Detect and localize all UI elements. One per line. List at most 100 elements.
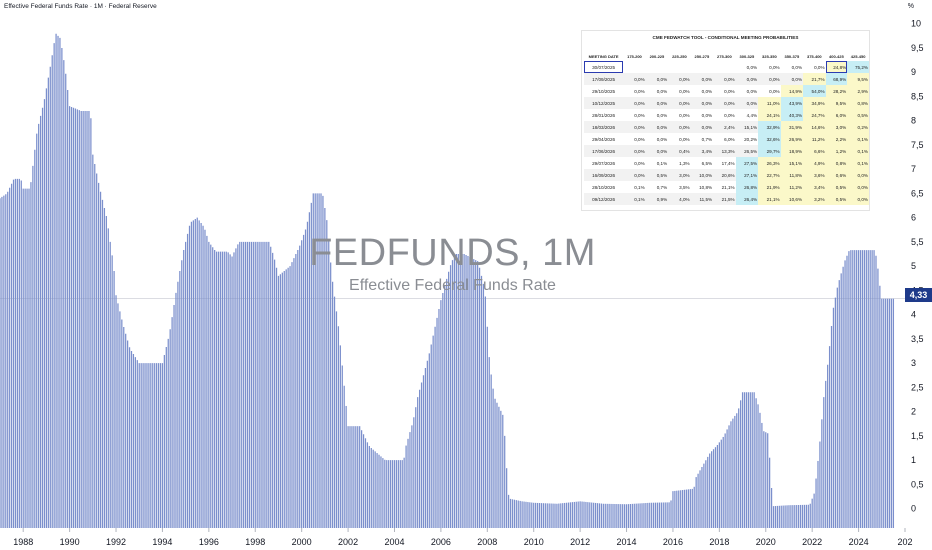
probability-cell: 11,5% [690, 193, 714, 205]
meeting-date-cell: 29/10/2025 [592, 88, 616, 94]
probability-cell: 18,9% [780, 145, 804, 157]
probability-cell: 0,0% [701, 88, 713, 94]
probability-cell: 0,0% [679, 112, 690, 118]
probability-cell: 0,0% [623, 145, 646, 157]
x-tick-label: 1990 [60, 537, 80, 547]
probability-cell: 11,0% [758, 97, 781, 109]
y-axis-unit: % [907, 3, 914, 10]
column-header-rate-range: 200-225 [649, 53, 665, 59]
probability-cell: 26,4% [735, 193, 759, 205]
probability-cell: 10,8% [699, 184, 713, 190]
probability-cell: 40,3% [780, 109, 804, 121]
table-row: 30/07/2025 0,0% 0,0% 0,0% 0,0% 24,8% 75,2% [584, 61, 869, 73]
table-row: 29/10/2025 0,0% 0,0% 0,0% 0,0% 0,0% 0,0% 0,0% 14… [584, 85, 869, 97]
probability-cell: 0,1% [656, 160, 668, 166]
probability-cell: 0,5% [825, 193, 848, 205]
meeting-date-cell: 16/09/2026 [584, 169, 624, 181]
probability-cell: 0,0% [814, 64, 825, 70]
probability-cell: 32,6% [758, 133, 781, 145]
probability-cell: 0,0% [623, 97, 646, 109]
y-tick-label: 5,5 [911, 237, 924, 247]
probability-cell: 29,7% [758, 145, 781, 157]
probability-cell [646, 61, 668, 73]
column-header-rate-range: 175-200 [627, 53, 642, 59]
y-tick-label: 8 [911, 116, 916, 126]
probability-cell: 75,2% [847, 61, 869, 73]
y-tick-label: 8,5 [911, 91, 924, 101]
meeting-date-cell: 17/09/2025 [584, 73, 624, 85]
probability-cell [668, 61, 690, 73]
column-header-rate-range: 250-275 [694, 53, 710, 59]
y-tick-label: 7,5 [911, 140, 924, 150]
column-header-rate-range: 400-425 [829, 53, 844, 59]
probability-cell: 0,0% [713, 73, 736, 85]
probability-cell [713, 61, 735, 73]
probability-cell: 1,2% [825, 145, 848, 157]
probability-cell: 28,2% [825, 85, 848, 97]
probability-cell: 34,9% [803, 97, 826, 109]
column-header-rate-range: 425-450 [850, 53, 866, 59]
probability-cell: 0,0% [746, 88, 758, 94]
probability-cell: 43,9% [780, 97, 804, 109]
chart-header-title: Effective Federal Funds Rate · 1M · Fede… [4, 3, 157, 10]
probability-cell: 0,0% [623, 73, 646, 85]
probability-cell: 0,0% [668, 73, 691, 85]
last-value-price-tag[interactable]: 4,33 [905, 288, 932, 302]
x-tick-label: 1988 [13, 537, 33, 547]
probability-cell: 9,5% [847, 73, 869, 85]
column-header-rate-range: 225-250 [672, 53, 687, 59]
probability-cell: 21,9% [758, 181, 781, 193]
y-tick-label: 6,5 [911, 188, 924, 198]
y-tick-label: 3,5 [911, 334, 924, 344]
probability-cell: 6,5% [701, 160, 713, 166]
probability-cell: 0,0% [679, 88, 690, 94]
meeting-date-cell: 09/12/2026 [584, 193, 624, 205]
probability-cell: 0,0% [769, 64, 780, 70]
y-tick-label: 9,5 [911, 43, 924, 53]
probability-cell: 20,6% [713, 169, 736, 181]
probability-cell: 0,0% [645, 121, 669, 133]
probability-cell: 27,5% [735, 157, 759, 169]
y-tick-label: 5 [911, 261, 916, 271]
x-tick-label: 2000 [292, 537, 312, 547]
probability-cell: 3,0% [825, 121, 848, 133]
probability-cell: 0,0% [758, 73, 781, 85]
probability-cell: 6,0% [825, 109, 848, 121]
probability-cell: 0,0% [668, 121, 691, 133]
probability-cell: 0,0% [713, 97, 736, 109]
probability-cell: 0,0% [623, 169, 646, 181]
y-tick-label: 1 [911, 455, 916, 465]
probability-cell: 54,0% [803, 85, 826, 97]
probability-cell: 0,0% [656, 136, 668, 142]
probability-cell: 0,0% [634, 160, 645, 166]
probability-cell: 0,6% [825, 169, 848, 181]
y-tick-label: 6 [911, 213, 916, 223]
x-tick-label: 2016 [663, 537, 683, 547]
x-tick-label: 2008 [477, 537, 497, 547]
probability-cell: 0,0% [634, 136, 645, 142]
x-tick-label: 1996 [199, 537, 219, 547]
column-header-rate-range: 350-375 [784, 53, 800, 59]
probability-cell: 0,1% [847, 157, 869, 169]
probability-cell: 21,7% [803, 73, 826, 85]
column-header-rate-range: 375-400 [806, 53, 822, 59]
cme-fedwatch-table-panel: CME FEDWATCH TOOL - CONDITIONAL MEETING … [581, 30, 870, 211]
cme-table-title: CME FEDWATCH TOOL - CONDITIONAL MEETING … [652, 35, 799, 40]
probability-cell: 0,0% [645, 145, 669, 157]
probability-cell: 31,9% [780, 121, 804, 133]
column-header-rate-range: 325-350 [762, 53, 777, 59]
probability-cell: 0,0% [645, 97, 669, 109]
probability-cell: 0,1% [847, 133, 869, 145]
x-tick-label: 202 [897, 537, 912, 547]
probability-cell: 20,2% [744, 136, 758, 142]
probability-cell: 0,0% [690, 73, 714, 85]
probability-cell: 11,8% [780, 169, 804, 181]
probability-cell: 3,5% [679, 184, 690, 190]
y-tick-label: 2,5 [911, 382, 924, 392]
probability-cell: 68,9% [825, 73, 848, 85]
x-tick-label: 2022 [802, 537, 822, 547]
probability-cell: 6,0% [724, 136, 735, 142]
y-axis: 00,511,522,533,544,555,566,577,588,599,5… [911, 19, 924, 514]
probability-cell: 6,6% [803, 145, 826, 157]
x-tick-label: 1998 [245, 537, 265, 547]
